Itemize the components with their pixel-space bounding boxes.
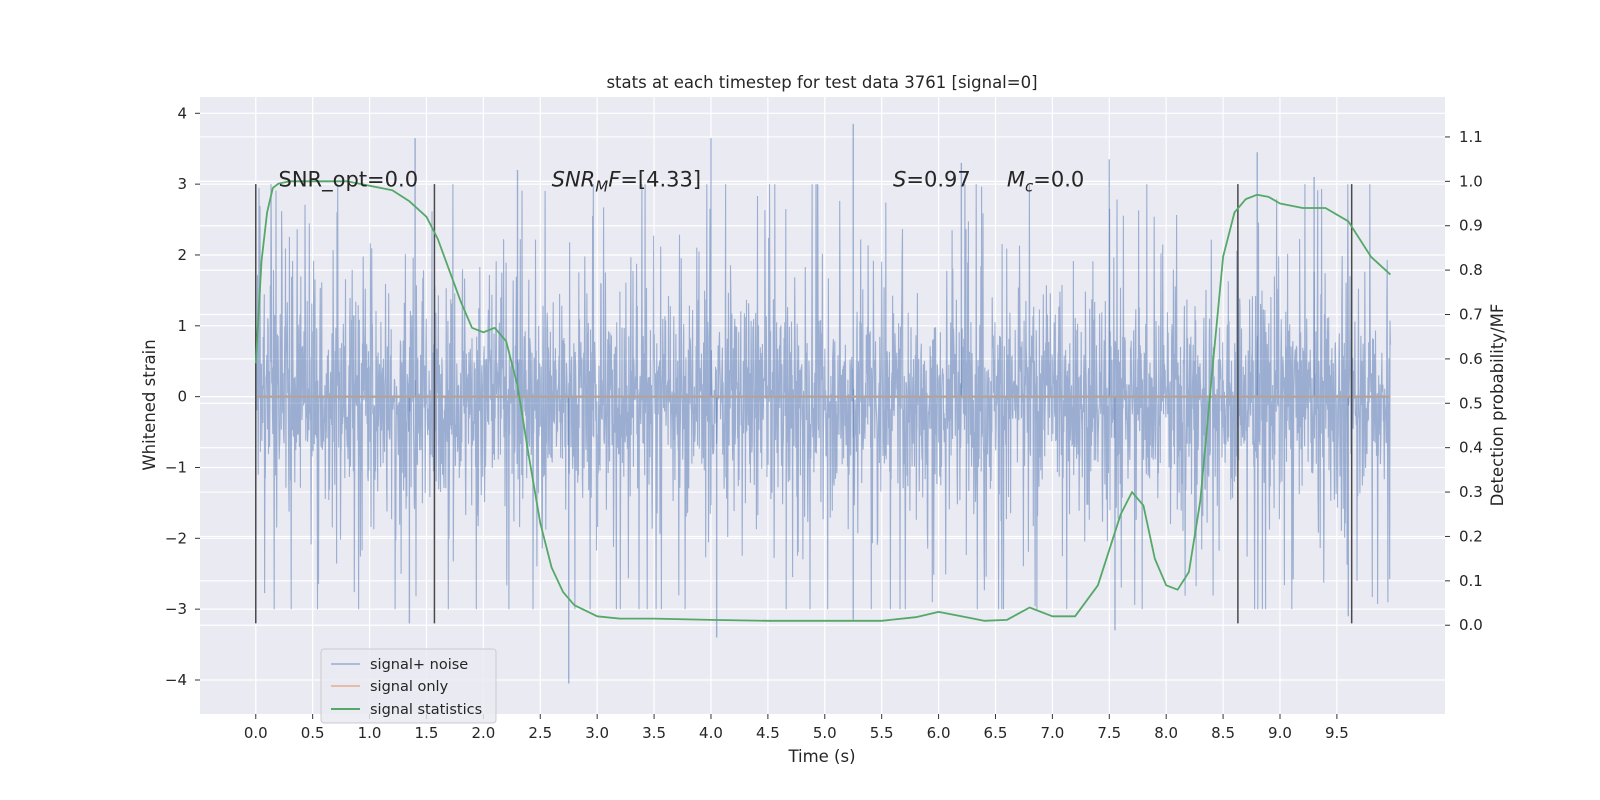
x-tick-label: 4.5 (756, 724, 780, 742)
x-tick-label: 6.5 (984, 724, 1008, 742)
y-right-tick-labels: 0.0 0.1 0.2 0.3 0.4 0.5 0.6 0.7 0.8 0.9 1.0 1.1 (1445, 128, 1483, 634)
y-tick-labels: −4 −3 −2 −1 0 1 2 3 4 (165, 104, 200, 689)
x-tick-label: 6.0 (927, 724, 951, 742)
y-right-tick-label: 0.0 (1459, 616, 1483, 634)
x-tick-label: 8.5 (1211, 724, 1235, 742)
x-tick-labels: 0.0 0.5 1.0 1.5 2.0 2.5 3.0 3.5 4.0 4.5 5.0 5.5 6.0 6… (244, 714, 1349, 742)
x-tick-label: 4.0 (699, 724, 723, 742)
x-tick-label: 7.0 (1040, 724, 1064, 742)
x-tick-label: 8.0 (1154, 724, 1178, 742)
x-tick-label: 3.0 (585, 724, 609, 742)
x-tick-label: 9.5 (1325, 724, 1349, 742)
legend-box (320, 648, 497, 724)
y-tick-label: 2 (177, 246, 187, 264)
x-tick-label: 2.0 (471, 724, 495, 742)
y-tick-label: 3 (177, 175, 187, 193)
signal-statistics-line (254, 180, 1392, 622)
y-tick-label: 1 (177, 317, 187, 335)
y-axis-label: Whitened strain (140, 339, 159, 470)
y-right-axis-label: Detection probability/MF (1488, 304, 1507, 507)
y-right-tick-label: 0.4 (1459, 439, 1483, 457)
y-right-tick-label: 0.6 (1459, 350, 1483, 368)
y-right-tick-label: 0.7 (1459, 306, 1483, 324)
x-tick-label: 0.5 (301, 724, 325, 742)
y-tick-label: −2 (165, 529, 187, 547)
x-tick-label: 1.0 (358, 724, 382, 742)
noise-trace (255, 183, 1391, 610)
y-tick-label: −3 (165, 600, 187, 618)
x-tick-label: 1.5 (415, 724, 439, 742)
legend-label-signal-only: signal only (370, 679, 449, 695)
legend: signal+ noise signal only signal statist… (320, 648, 497, 724)
y-right-tick-label: 0.3 (1459, 483, 1483, 501)
annotation-snr_mf: SNRMF=[4.33] (552, 168, 701, 196)
annotation-mc: Mc=0.0 (1007, 168, 1084, 196)
legend-label-signal-plus-noise: signal+ noise (370, 657, 468, 673)
y-tick-label: 0 (177, 388, 187, 406)
y-right-tick-label: 1.0 (1459, 172, 1483, 190)
x-tick-label: 2.5 (528, 724, 552, 742)
vertical-markers (255, 184, 1353, 624)
y-right-tick-label: 0.8 (1459, 261, 1483, 279)
y-right-tick-label: 0.9 (1459, 217, 1483, 235)
y-right-tick-label: 0.1 (1459, 572, 1483, 590)
y-right-tick-label: 0.2 (1459, 527, 1483, 545)
x-tick-label: 3.5 (642, 724, 666, 742)
series-signal-plus-noise (255, 123, 1391, 684)
x-tick-label: 5.0 (813, 724, 837, 742)
y-tick-label: −1 (165, 458, 187, 476)
x-axis-label: Time (s) (787, 747, 855, 766)
y-right-tick-label: 1.1 (1459, 128, 1483, 146)
y-right-tick-label: 0.5 (1459, 394, 1483, 412)
series-signal-statistics (254, 180, 1392, 622)
annotation-snr_opt: SNR_opt=0.0 (279, 168, 419, 193)
x-tick-label: 0.0 (244, 724, 268, 742)
x-tick-label: 9.0 (1268, 724, 1292, 742)
legend-label-signal-statistics: signal statistics (370, 702, 482, 718)
y-tick-label: −4 (165, 671, 187, 689)
y-tick-label: 4 (177, 104, 187, 122)
x-tick-label: 5.5 (870, 724, 894, 742)
annotations: SNR_opt=0.0 SNRMF=[4.33] S=0.97 Mc=0.0 (279, 168, 1085, 196)
chart-title: stats at each timestep for test data 376… (606, 73, 1037, 92)
x-tick-label: 7.5 (1097, 724, 1121, 742)
annotation-s: S=0.97 (893, 168, 971, 192)
